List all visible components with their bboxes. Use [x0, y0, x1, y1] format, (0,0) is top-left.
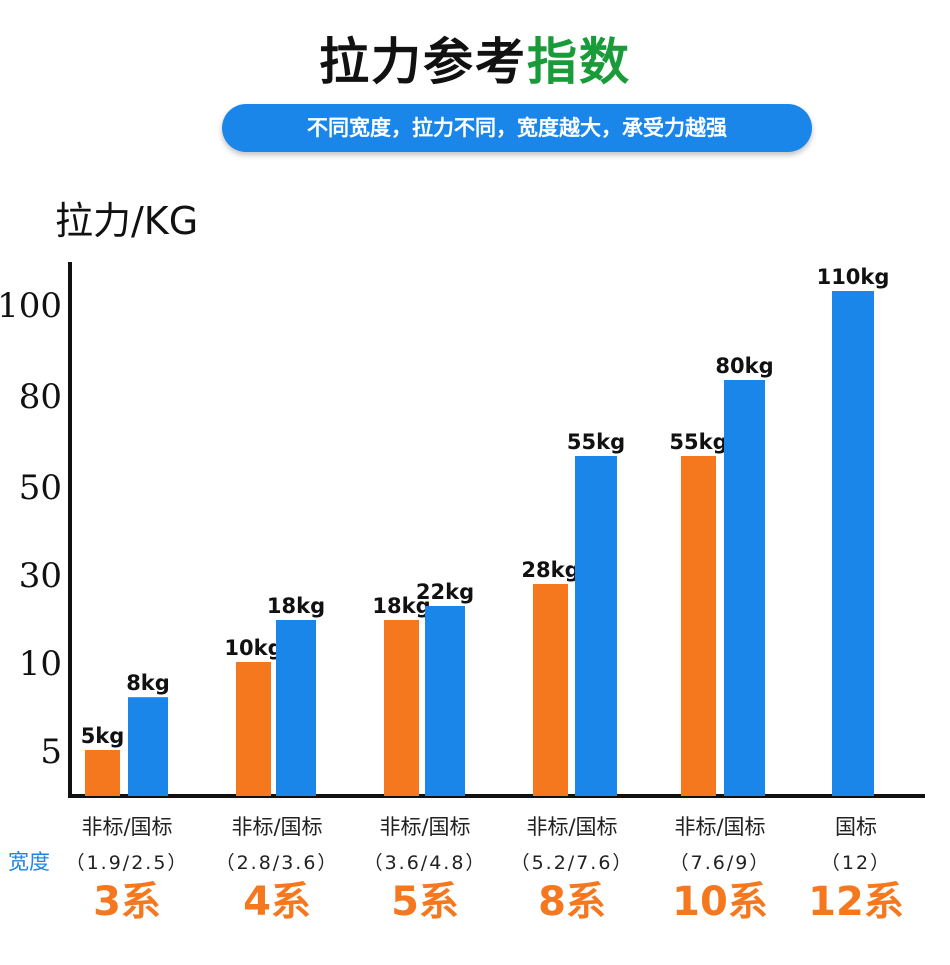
- category-width-label: （7.6/9）: [669, 852, 771, 874]
- bar: [533, 584, 568, 796]
- y-tick-label: 30: [19, 556, 62, 596]
- category-type-label: 非标/国标: [526, 815, 618, 839]
- bar: [276, 620, 316, 796]
- bar: [425, 606, 465, 796]
- page-title: 拉力参考指数: [0, 22, 950, 94]
- y-tick-label: 5: [40, 732, 62, 772]
- category-type-label: 非标/国标: [379, 815, 471, 839]
- bar-value-label: 55kg: [669, 430, 727, 454]
- category-width-label: （12）: [820, 852, 892, 874]
- category-width-label: （2.8/3.6）: [215, 852, 339, 874]
- x-category-group: 非标/国标 （2.8/3.6） 4系: [197, 812, 357, 926]
- width-label: 宽度: [8, 850, 50, 874]
- title-main: 拉力参考: [319, 33, 527, 91]
- bar-value-label: 28kg: [521, 558, 579, 582]
- bar: [832, 291, 874, 796]
- bar-value-label: 8kg: [126, 671, 170, 695]
- category-width-label: （5.2/7.6）: [510, 852, 634, 874]
- category-type-label: 非标/国标: [81, 815, 173, 839]
- y-axis-label: 拉力/KG: [55, 199, 199, 243]
- y-tick-label: 80: [19, 377, 62, 417]
- bar-value-label: 110kg: [817, 265, 890, 289]
- bar: [575, 456, 617, 796]
- subtitle-banner: 不同宽度，拉力不同，宽度越大，承受力越强: [222, 104, 812, 152]
- category-width-label: （1.9/2.5）: [65, 852, 189, 874]
- bar: [85, 750, 120, 796]
- category-series-label: 4系: [243, 879, 311, 925]
- category-series-label: 12系: [808, 879, 904, 925]
- y-tick-label: 100: [0, 286, 62, 326]
- bar: [681, 456, 716, 796]
- category-type-label: 非标/国标: [231, 815, 323, 839]
- y-tick-label: 10: [19, 644, 62, 684]
- x-category-group: 非标/国标 （3.6/4.8） 5系: [345, 812, 505, 926]
- bar-value-label: 18kg: [267, 594, 325, 618]
- category-series-label: 5系: [391, 879, 459, 925]
- category-series-label: 8系: [538, 879, 606, 925]
- bar-value-label: 22kg: [416, 580, 474, 604]
- bar-value-label: 10kg: [224, 636, 282, 660]
- category-series-label: 3系: [93, 879, 161, 925]
- bar: [384, 620, 419, 796]
- bar-value-label: 55kg: [567, 430, 625, 454]
- bar-value-label: 5kg: [81, 724, 125, 748]
- title-accent: 指数: [527, 33, 631, 91]
- x-category-group: 非标/国标 （1.9/2.5） 3系: [47, 812, 207, 926]
- category-type-label: 国标: [835, 815, 877, 839]
- category-type-label: 非标/国标: [674, 815, 766, 839]
- bar-value-label: 80kg: [715, 354, 773, 378]
- category-width-label: （3.6/4.8）: [363, 852, 487, 874]
- bar: [236, 662, 271, 796]
- x-category-group: 非标/国标 （5.2/7.6） 8系: [492, 812, 652, 926]
- bar: [128, 697, 168, 796]
- category-series-label: 10系: [672, 879, 768, 925]
- bar: [724, 380, 765, 796]
- bar-value-label: 18kg: [372, 594, 430, 618]
- y-tick-label: 50: [19, 468, 62, 508]
- x-category-group: 非标/国标 （7.6/9） 10系: [640, 812, 800, 926]
- x-category-group: 国标 （12） 12系: [776, 812, 936, 926]
